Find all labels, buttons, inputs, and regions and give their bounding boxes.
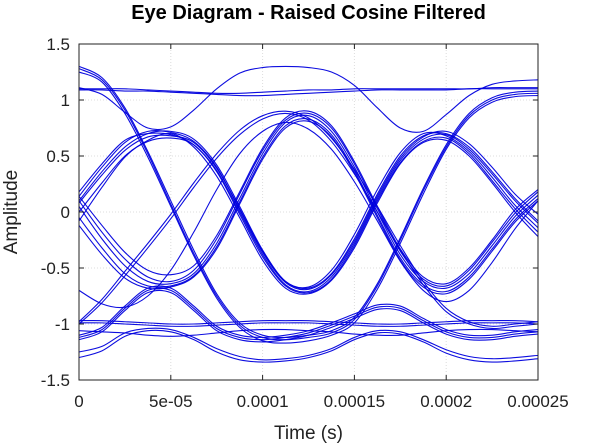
eye-trace-9 [78,131,539,289]
x-axis-label: Time (s) [274,423,343,444]
eye-trace-11 [78,132,539,295]
y-tick-label-3: 0 [61,203,70,222]
eye-trace-5 [78,65,539,133]
eye-trace-15 [78,110,539,285]
eye-trace-12 [78,114,539,290]
eye-trace-19 [78,287,539,341]
x-tick-label-0: 0 [74,392,83,411]
eye-trace-17 [78,121,539,309]
x-tick-label-1: 5e-05 [149,392,192,411]
y-tick-label-1: -1 [55,315,70,334]
x-tick-label-2: 0.0001 [237,392,289,411]
y-tick-label-0: -1.5 [41,371,70,390]
eye-trace-6 [78,130,539,290]
eye-trace-20 [78,289,539,343]
chart-title: Eye Diagram - Raised Cosine Filtered [131,2,486,24]
eye-trace-25 [78,329,539,363]
x-tick-label-5: 0.00025 [507,392,568,411]
eye-trace-2 [78,71,539,344]
axis-ticks: 0 5e-05 0.0001 0.00015 0.0002 0.00025 -1.5 -1 -0… [41,35,569,411]
eye-trace-26 [78,110,539,327]
y-tick-label-6: 1.5 [46,35,70,54]
eye-trace-0 [78,65,539,338]
y-tick-label-5: 1 [61,91,70,110]
eye-trace-13 [78,112,539,287]
y-axis-label: Amplitude [1,170,22,255]
eye-trace-22 [78,322,539,327]
eye-trace-7 [78,129,539,291]
eye-trace-27 [78,112,539,330]
eye-traces [78,65,539,363]
eye-trace-8 [78,132,539,293]
x-tick-label-4: 0.0002 [420,392,472,411]
eye-trace-4 [78,88,538,97]
x-tick-label-3: 0.00015 [324,392,385,411]
eye-trace-1 [78,68,539,341]
y-tick-label-2: -0.5 [41,259,70,278]
eye-trace-14 [78,118,539,293]
eye-trace-10 [78,136,539,294]
eye-trace-24 [78,327,539,361]
y-tick-label-4: 0.5 [46,147,70,166]
eye-trace-23 [78,328,539,337]
